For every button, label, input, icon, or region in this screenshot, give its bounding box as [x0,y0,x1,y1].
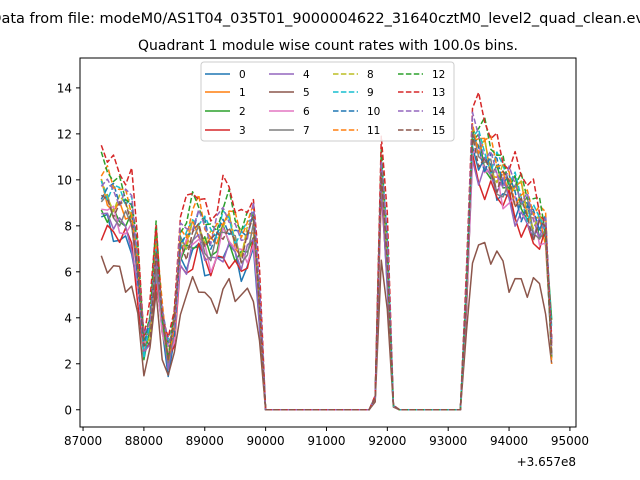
y-axis: 0 2 4 6 8 10 12 14 [57,81,80,417]
legend-label-5: 5 [303,87,310,99]
x-tick-label: 87000 [64,434,102,448]
legend-label-2: 2 [239,106,246,118]
y-tick-label: 12 [57,127,72,141]
series-line-15 [100,134,553,411]
legend-label-11: 11 [367,125,380,137]
x-tick-label: 90000 [247,434,285,448]
legend-label-3: 3 [239,125,246,137]
legend-label-4: 4 [303,69,310,81]
x-tick-label: 91000 [307,434,345,448]
x-tick-label: 95000 [551,434,589,448]
legend-label-8: 8 [367,69,374,81]
axes-frame [79,57,577,428]
x-tick-label: 93000 [429,434,467,448]
legend-label-14: 14 [432,106,446,118]
x-offset-label: +3.657e8 [517,455,576,469]
legend-label-10: 10 [367,106,380,118]
y-tick-label: 0 [64,403,72,417]
x-axis: 87000 88000 89000 90000 91000 92000 93000 94000… [64,427,589,448]
legend-label-0: 0 [239,69,246,81]
suptitle: Data from file: modeM0/AS1T04_035T01_900… [0,11,640,27]
y-tick-label: 10 [57,173,72,187]
y-tick-label: 8 [64,219,72,233]
series-layer [100,91,553,411]
y-tick-label: 6 [64,265,72,279]
legend-label-12: 12 [432,69,445,81]
legend-label-15: 15 [432,125,445,137]
x-tick-label: 94000 [490,434,528,448]
legend-label-7: 7 [303,125,310,137]
legend-label-9: 9 [367,87,374,99]
x-tick-label: 92000 [368,434,406,448]
legend-label-6: 6 [303,106,310,118]
legend-label-13: 13 [432,87,445,99]
legend-frame [200,61,455,142]
y-tick-label: 14 [57,81,72,95]
y-tick-label: 2 [64,357,72,371]
legend-label-1: 1 [239,87,246,99]
chart-title: Quadrant 1 module wise count rates with … [138,38,518,54]
x-tick-label: 89000 [186,434,224,448]
x-tick-label: 88000 [125,434,163,448]
y-tick-label: 4 [64,311,72,325]
